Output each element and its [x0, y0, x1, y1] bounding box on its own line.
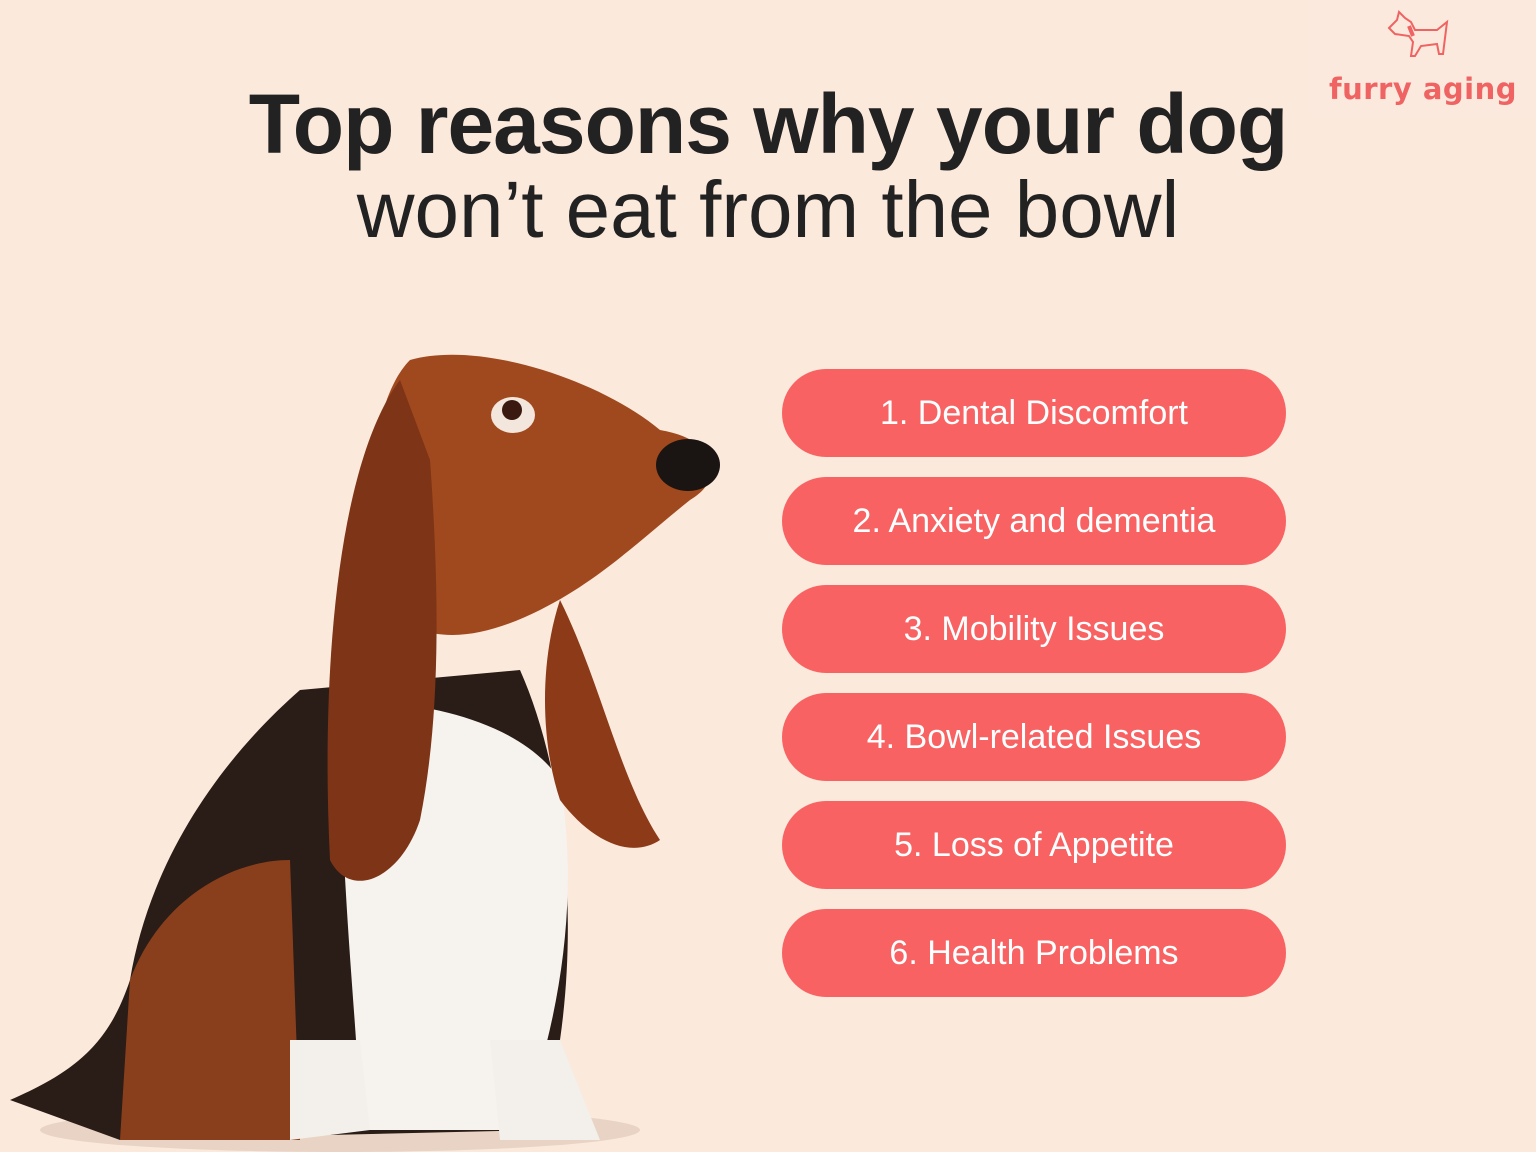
reason-item: 1. Dental Discomfort [782, 369, 1286, 457]
brand-logo: furry aging [1310, 0, 1536, 118]
reason-item: 3. Mobility Issues [782, 585, 1286, 673]
brand-name: furry aging [1328, 72, 1518, 106]
title-line-1: Top reasons why your dog [248, 77, 1289, 171]
reason-item: 5. Loss of Appetite [782, 801, 1286, 889]
basset-hound-image [10, 354, 720, 1152]
reason-item: 4. Bowl-related Issues [782, 693, 1286, 781]
title-line-2: won’t eat from the bowl [356, 165, 1180, 254]
reasons-list: 1. Dental Discomfort 2. Anxiety and deme… [782, 369, 1286, 1017]
reason-item: 6. Health Problems [782, 909, 1286, 997]
reason-item: 2. Anxiety and dementia [782, 477, 1286, 565]
dog-outline-icon [1387, 10, 1449, 57]
